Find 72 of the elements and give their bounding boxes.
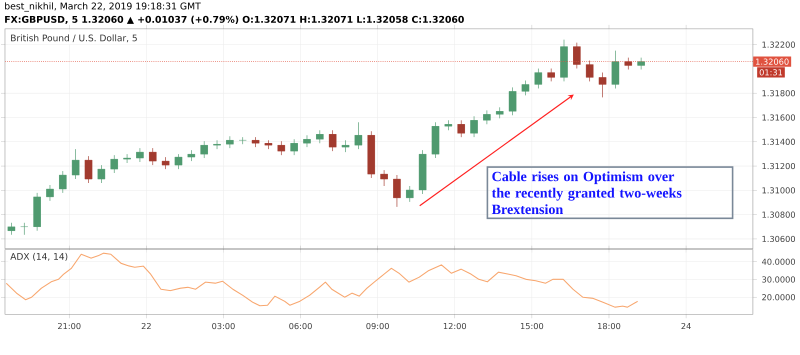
candlestick (573, 42, 581, 69)
candlestick (496, 106, 504, 119)
candlestick (380, 170, 388, 186)
y-tick-label: 1.30800 (762, 212, 796, 218)
x-tick-label: 21:00 (58, 322, 81, 330)
candlestick (316, 130, 324, 144)
candlestick (612, 50, 620, 89)
candlestick (84, 156, 92, 184)
candlestick (290, 138, 298, 156)
x-tick-label: 09:00 (366, 322, 389, 330)
candlestick (98, 164, 106, 184)
annotation: Cable rises on Optimism over the recently granted two-weeks Brextension (492, 171, 682, 214)
chart-title: ADX (14, 14) (10, 252, 68, 261)
candlestick (162, 156, 170, 170)
line-series (6, 252, 638, 308)
y-tick-label: 1.30600 (762, 236, 796, 242)
text: FX:GBPUSD, 5 1.32060 ▲ +0.01037 (+0.79%) O:1.32071 H:1.32071 L:1.32058 C:1.32060 (5, 16, 464, 24)
y-tick-label: 20.0000 (762, 294, 796, 300)
text: British Pound / U.S. Dollar, 5 (11, 34, 137, 42)
y-tick-label: 1.31600 (762, 114, 796, 121)
candlestick (354, 122, 362, 150)
ref-line-label: 1.32060 (756, 58, 789, 65)
candlestick (46, 184, 54, 202)
candlestick (200, 140, 208, 158)
text: 01:31 (760, 69, 782, 76)
candlestick (342, 140, 350, 152)
y-tick-label: 1.32200 (762, 41, 796, 48)
text: best_nikhil, March 22, 2019 19:18:31 GMT (5, 2, 201, 12)
candlestick (252, 136, 260, 148)
candlestick (188, 150, 196, 162)
x-tick-label: 06:00 (289, 322, 312, 330)
candlestick (110, 154, 118, 174)
candlestick (598, 72, 606, 98)
x-tick-label: 22 (142, 322, 151, 330)
candlestick (534, 68, 542, 89)
candlestick (522, 80, 530, 96)
y-tick-label: 1.31000 (762, 187, 796, 194)
candlestick (174, 154, 182, 170)
candlestick (277, 140, 286, 156)
y-tick-label: 1.31200 (762, 162, 796, 170)
candlestick (444, 120, 452, 131)
candlestick (8, 222, 16, 236)
x-tick-label: 18:00 (598, 322, 620, 330)
y-tick-label: 1.31400 (762, 138, 796, 145)
candlestick (393, 174, 401, 208)
y-tick-label: 30.0000 (762, 276, 796, 283)
y-tick-label: 40.0000 (762, 258, 796, 265)
candlestick (406, 186, 414, 202)
candlestick (59, 170, 67, 194)
candlestick (148, 148, 157, 166)
candlestick (457, 120, 465, 138)
candlestick (483, 110, 491, 125)
candlestick (213, 140, 221, 150)
candlestick (508, 87, 516, 116)
candlestick (328, 130, 336, 152)
candlestick (586, 60, 594, 82)
candlestick (226, 136, 234, 148)
x-tick-label: 12:00 (444, 322, 466, 330)
candlestick (624, 57, 632, 70)
x-tick-label: 15:00 (520, 322, 544, 330)
candlestick (123, 154, 131, 164)
x-tick-label: 24 (681, 322, 691, 330)
candlestick (303, 134, 311, 148)
candlestick (637, 57, 645, 70)
candlestick (136, 148, 144, 162)
candlestick (20, 222, 28, 236)
candlestick (547, 68, 555, 82)
candlestick (470, 116, 478, 138)
candlestick (72, 148, 80, 180)
x-tick-label: 03:00 (212, 322, 235, 330)
y-tick-label: 1.31800 (762, 90, 796, 96)
candlestick (264, 140, 272, 150)
